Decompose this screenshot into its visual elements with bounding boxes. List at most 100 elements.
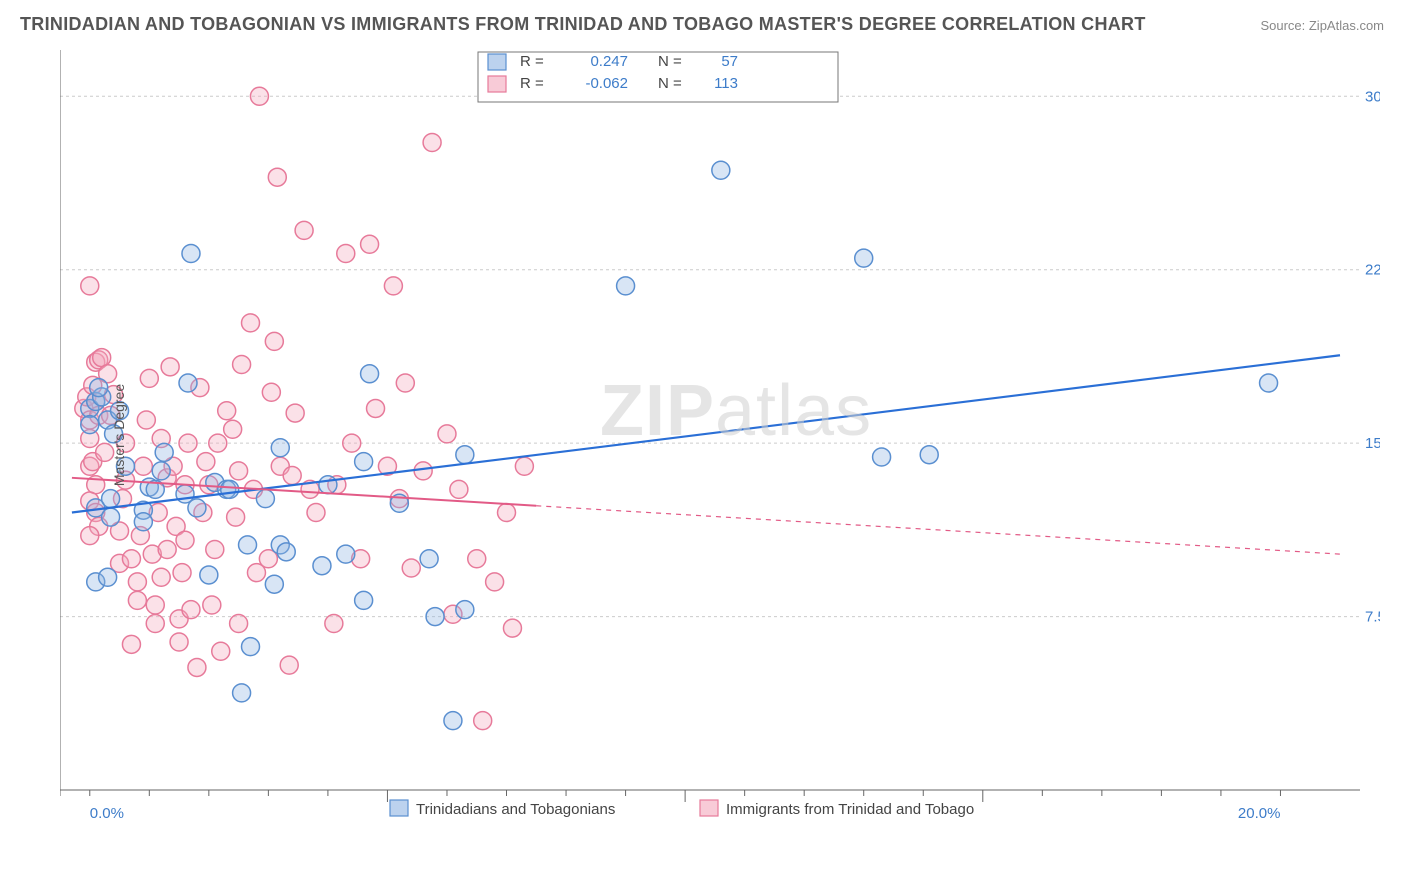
scatter-point — [227, 508, 245, 526]
scatter-point — [218, 402, 236, 420]
scatter-point — [170, 633, 188, 651]
scatter-point — [295, 221, 313, 239]
scatter-point — [307, 504, 325, 522]
stats-n-value: 57 — [721, 53, 738, 70]
scatter-point — [286, 404, 304, 422]
scatter-point — [155, 443, 173, 461]
stats-swatch — [488, 76, 506, 92]
y-axis-label: Master's Degree — [111, 384, 127, 486]
y-tick-label: 15.0% — [1365, 435, 1380, 452]
chart-title: TRINIDADIAN AND TOBAGONIAN VS IMMIGRANTS… — [20, 14, 1146, 35]
scatter-point — [617, 277, 635, 295]
scatter-point — [134, 457, 152, 475]
scatter-point — [146, 596, 164, 614]
scatter-point — [250, 87, 268, 105]
scatter-point — [206, 541, 224, 559]
scatter-point — [158, 541, 176, 559]
scatter-point — [268, 168, 286, 186]
scatter-point — [212, 642, 230, 660]
scatter-point — [456, 601, 474, 619]
scatter-point — [515, 457, 533, 475]
scatter-point — [102, 508, 120, 526]
scatter-point — [128, 573, 146, 591]
scatter-point — [256, 490, 274, 508]
scatter-point — [325, 615, 343, 633]
scatter-point — [456, 446, 474, 464]
scatter-point — [343, 434, 361, 452]
scatter-point — [396, 374, 414, 392]
y-tick-label: 7.5% — [1365, 609, 1380, 626]
scatter-point — [93, 349, 111, 367]
scatter-point — [384, 277, 402, 295]
scatter-point — [152, 568, 170, 586]
scatter-point — [197, 453, 215, 471]
scatter-point — [280, 656, 298, 674]
scatter-point — [140, 369, 158, 387]
scatter-point — [444, 712, 462, 730]
stats-r-label: R = — [520, 75, 544, 92]
stats-n-label: N = — [658, 53, 682, 70]
scatter-point — [152, 462, 170, 480]
scatter-point — [221, 480, 239, 498]
scatter-point — [102, 490, 120, 508]
scatter-point — [262, 383, 280, 401]
legend-label: Immigrants from Trinidad and Tobago — [726, 801, 974, 818]
scatter-point — [855, 249, 873, 267]
scatter-point — [486, 573, 504, 591]
scatter-point — [209, 434, 227, 452]
y-tick-label: 22.5% — [1365, 262, 1380, 279]
scatter-point — [498, 504, 516, 522]
scatter-point — [468, 550, 486, 568]
scatter-point — [420, 550, 438, 568]
scatter-point — [271, 439, 289, 457]
stats-r-value: 0.247 — [590, 53, 628, 70]
x-tick-label: 20.0% — [1238, 805, 1281, 820]
scatter-point — [128, 591, 146, 609]
stats-r-value: -0.062 — [585, 75, 628, 92]
scatter-point — [283, 467, 301, 485]
scatter-point — [450, 480, 468, 498]
scatter-point — [99, 568, 117, 586]
scatter-point — [81, 416, 99, 434]
x-tick-label: 0.0% — [90, 805, 124, 820]
scatter-point — [173, 564, 191, 582]
scatter-point — [712, 161, 730, 179]
trend-line-dashed — [536, 506, 1340, 554]
scatter-point — [146, 615, 164, 633]
scatter-point — [230, 615, 248, 633]
scatter-point — [503, 619, 521, 637]
scatter-point — [361, 235, 379, 253]
scatter-point — [1260, 374, 1278, 392]
source-label: Source: ZipAtlas.com — [1260, 18, 1384, 33]
scatter-point — [182, 601, 200, 619]
scatter-point — [182, 245, 200, 263]
scatter-point — [176, 531, 194, 549]
scatter-point — [426, 608, 444, 626]
scatter-point — [122, 550, 140, 568]
scatter-point — [367, 399, 385, 417]
scatter-point — [81, 277, 99, 295]
scatter-point — [179, 374, 197, 392]
legend-label: Trinidadians and Tobagonians — [416, 801, 615, 818]
scatter-point — [920, 446, 938, 464]
scatter-point — [134, 513, 152, 531]
scatter-point — [265, 332, 283, 350]
scatter-point — [200, 566, 218, 584]
stats-r-label: R = — [520, 53, 544, 70]
scatter-point — [161, 358, 179, 376]
scatter-point — [474, 712, 492, 730]
scatter-point — [239, 536, 257, 554]
scatter-point — [230, 462, 248, 480]
scatter-point — [188, 658, 206, 676]
legend-swatch — [390, 800, 408, 816]
scatter-point — [224, 420, 242, 438]
y-tick-label: 30.0% — [1365, 88, 1380, 105]
scatter-point — [242, 314, 260, 332]
scatter-point — [355, 591, 373, 609]
scatter-point — [873, 448, 891, 466]
scatter-point — [313, 557, 331, 575]
scatter-point — [90, 379, 108, 397]
scatter-point — [122, 635, 140, 653]
scatter-point — [233, 684, 251, 702]
scatter-point — [265, 575, 283, 593]
